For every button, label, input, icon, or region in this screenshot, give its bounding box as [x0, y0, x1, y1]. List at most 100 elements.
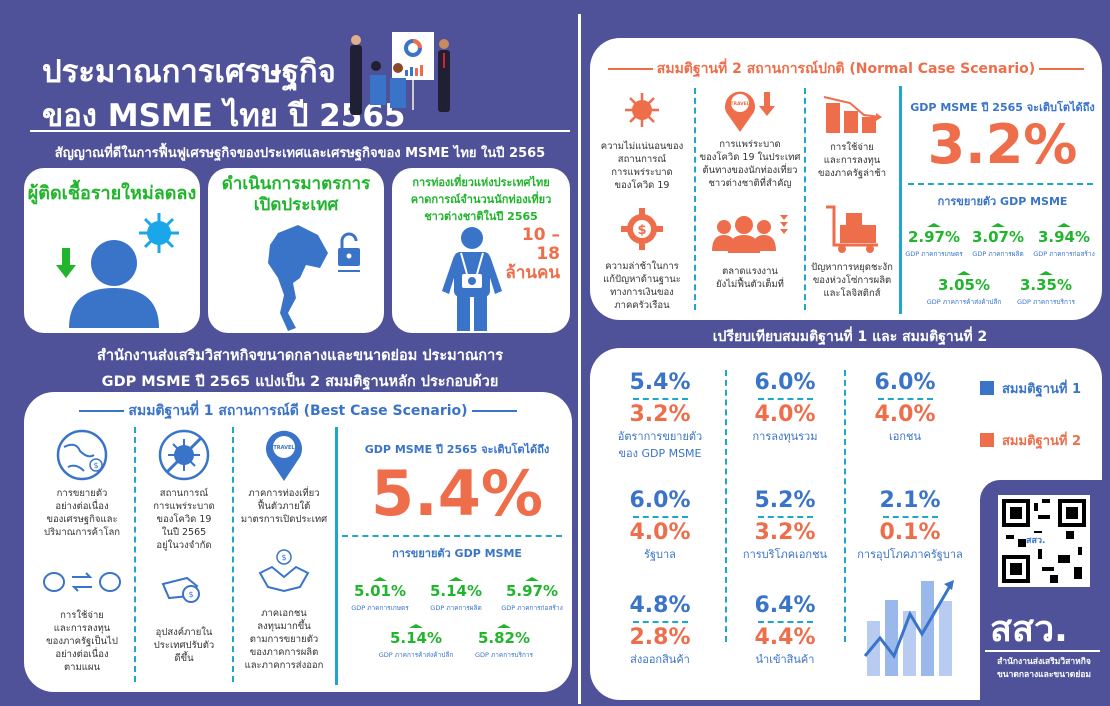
hand-truck-icon	[826, 205, 878, 253]
sector-growth: 3.94% GDP ภาคการก่อสร้าง	[1030, 223, 1098, 259]
sector-label: GDP ภาคการผลิต	[972, 250, 1024, 258]
bar-chart-trend-icon	[863, 580, 954, 676]
factor-item: ตลาดแรงงาน ยังไม่ฟื้นตัวเต็มที่	[696, 213, 804, 291]
svg-text:TRAVEL: TRAVEL	[730, 101, 749, 107]
page-title: ประมาณการเศรษฐกิจ ของ MSME ไทย ปี 2565	[42, 50, 405, 138]
factor-text: ของโควิด 19	[614, 180, 670, 191]
gear-dollar-icon: $	[621, 208, 663, 250]
signal-title-line: คาดการณ์จำนวนนักท่องเที่ยว	[410, 193, 552, 206]
svg-text:$: $	[281, 553, 286, 562]
sector-growth: 2.97% GDP ภาคการเกษตร	[902, 223, 966, 259]
factor-text: ดีขึ้น	[174, 653, 194, 664]
svg-text:$: $	[637, 223, 646, 238]
sector-value: 5.14%	[420, 577, 492, 600]
sector-label: GDP ภาคการก่อสร้าง	[501, 604, 563, 612]
signal-title-line: ดำเนินการมาตรการ	[221, 174, 371, 194]
sector-label: GDP ภาคการค้าส่งค้าปลีก	[378, 651, 454, 659]
signal-title-line: ชาวต่างชาติในปี 2565	[424, 210, 538, 223]
signal-title-line: เปิดประเทศ	[253, 195, 339, 215]
factor-text: ประเทศปรับตัว	[153, 640, 215, 651]
factor-text: ตามแผน	[64, 662, 100, 673]
factor-text: ตามการขยายตัว	[249, 634, 319, 645]
forecast-range: 10 – 18	[521, 225, 560, 264]
comparison-item: 4.8% 2.8% ส่งออกสินค้า	[600, 593, 720, 667]
footer-org-name: สำนักงานส่งเสริมวิสาหกิจ ขนาดกลางและขนาด…	[985, 656, 1103, 682]
vertical-divider	[578, 14, 581, 704]
column-divider	[134, 427, 136, 682]
signal-card-cases: ผู้ติดเชื้อรายใหม่ลดลง	[24, 168, 200, 333]
legend-scenario1: สมมติฐานที่ 1	[980, 378, 1081, 399]
factor-text: การแพร่ระบาด	[153, 501, 215, 512]
factor-item: การใช้จ่าย และการลงทุน ของภาครัฐเป็นไป อย่า…	[32, 567, 132, 674]
growth-heading: การขยายตัว GDP MSME	[392, 547, 522, 560]
factor-text: อุปสงค์ภายใน	[155, 627, 213, 638]
factor-text: ของโควิด 19 ในประเทศ	[699, 152, 801, 163]
sector-growth: 5.14% GDP ภาคการผลิต	[420, 577, 492, 613]
factor-text: ภาคเอกชน	[261, 608, 307, 619]
factor-text: ฟื้นตัวภายใต้	[257, 501, 311, 512]
comparison-label: รัฐบาล	[644, 548, 676, 561]
factor-text: ของเศรษฐกิจและ	[46, 514, 118, 525]
signal-title-line: การท่องเที่ยวแห่งประเทศไทย	[412, 176, 550, 189]
factor-item: TRAVEL ภาคการท่องเที่ยวฟื้นตัวภายใต้มาตร…	[235, 427, 333, 526]
factor-text: และภาคการส่งออก	[244, 660, 324, 671]
factor-text: ปัญหาการหยุดชะงัก	[811, 262, 893, 273]
presentation-illustration	[340, 20, 465, 120]
globe-dollar-icon: $	[56, 429, 108, 481]
factor-text: ของห่วงโซ่การผลิต	[812, 275, 892, 286]
factor-text: ตลาดแรงงาน	[722, 266, 778, 277]
factor-text: ความไม่แน่นอนของ	[600, 141, 684, 152]
sector-label: GDP ภาคการบริการ	[474, 651, 534, 659]
factor-text: ของภาครัฐเป็นไป	[46, 636, 118, 647]
sector-growth: 3.05% GDP ภาคการค้าส่งค้าปลีก	[926, 271, 1002, 307]
factor-item: $ ภาคเอกชน ลงทุนมากขึ้น ตามการขยายตัว ของภา…	[235, 547, 333, 672]
gdp-forecast-heading: GDP MSME ปี 2565 จะเติบโตได้ถึง	[364, 443, 550, 456]
factor-text: ของโควิด 19	[156, 514, 212, 525]
comparison-label: เอกชน	[888, 430, 921, 443]
sector-growth: 5.14% GDP ภาคการค้าส่งค้าปลีก	[376, 624, 456, 660]
scenario1-value: 6.4%	[754, 593, 816, 618]
scenario1-card: สมมติฐานที่ 1 สถานการณ์ดี (Best Case Sce…	[24, 392, 572, 692]
factor-text: ต้นทางของนักท่องเที่ยว	[702, 165, 798, 176]
scenario2-value: 4.0%	[874, 402, 936, 427]
signal-title: ผู้ติดเชื้อรายใหม่ลดลง	[27, 183, 197, 204]
comparison-heading: เปรียบเทียบสมมติฐานที่ 1 และ สมมติฐานที่…	[712, 329, 988, 345]
factor-text: มาตรการเปิดประเทศ	[240, 514, 328, 525]
factor-text: อย่างต่อเนื่อง	[55, 649, 109, 660]
sector-value: 3.94%	[1030, 223, 1098, 246]
comparison-item: 2.1% 0.1% การอุปโภคภาครัฐบาล	[845, 488, 975, 562]
person-virus-down-icon	[56, 213, 179, 328]
factor-item: สถานการณ์ การแพร่ระบาด ของโควิด 19 ในปี 256…	[136, 427, 232, 552]
comparison-label: ของ GDP MSME	[618, 447, 702, 460]
factor-text: และการลงทุน	[823, 155, 881, 166]
travel-pin-icon: TRAVEL	[266, 430, 302, 481]
scenario1-value: 6.0%	[874, 370, 936, 395]
factor-text: ภาคการท่องเที่ยว	[248, 488, 320, 499]
factor-item: TRAVEL การแพร่ระบาด ของโควิด 19 ในประเทศต…	[696, 88, 804, 190]
sector-growth: 5.82% GDP ภาคการบริการ	[464, 624, 544, 660]
section-divider	[899, 86, 902, 314]
sector-label: GDP ภาคการก่อสร้าง	[1033, 250, 1095, 258]
comparison-item: 6.0% 4.0% เอกชน	[845, 370, 965, 444]
scenario1-title-text: สมมติฐานที่ 1 สถานการณ์ดี (Best Case Sce…	[128, 403, 468, 419]
factor-text: อย่างต่อเนื่อง	[55, 501, 109, 512]
legend-swatch	[980, 433, 994, 447]
comparison-item: 6.0% 4.0% การลงทุนรวม	[725, 370, 845, 444]
column-divider	[844, 370, 846, 642]
tourist-forecast-value: 10 – 18 ล้านคน	[500, 226, 560, 283]
comparison-label: การบริโภคเอกชน	[742, 548, 828, 561]
qr-logo-label: สสว.	[1026, 536, 1046, 546]
legend-label: สมมติฐานที่ 1	[1002, 382, 1082, 397]
org-line: ขนาดกลางและขนาดย่อม	[996, 670, 1092, 680]
travel-pin-down-icon: TRAVEL	[725, 91, 775, 132]
factor-text: ปริมาณการค้าโลก	[43, 527, 121, 538]
thailand-map-unlock-icon	[268, 225, 360, 331]
scenario2-value: 0.1%	[879, 520, 941, 545]
tourist-camera-icon	[442, 227, 502, 331]
factor-text: และโลจิสติกส์	[823, 288, 881, 299]
factor-text: แก้ปัญหาด้านฐานะ	[603, 274, 681, 285]
factor-text: การแพร่ระบาด	[611, 167, 673, 178]
comparison-label: นำเข้าสินค้า	[755, 653, 815, 666]
qr-code[interactable]: สสว.	[998, 495, 1090, 587]
sector-value: 2.97%	[902, 223, 966, 246]
